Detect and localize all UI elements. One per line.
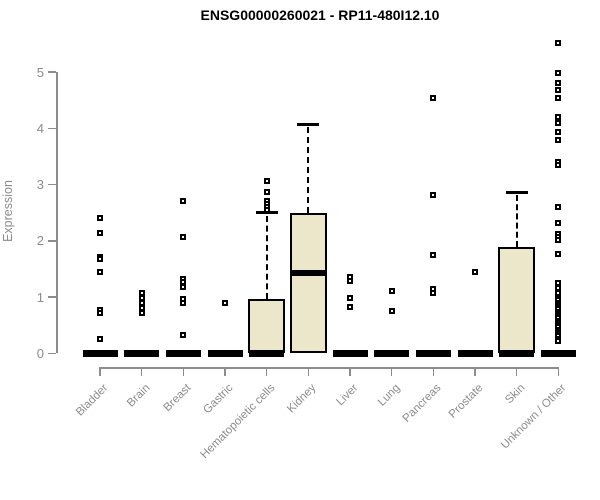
median-bar xyxy=(82,350,118,358)
x-axis-tick xyxy=(432,367,435,376)
x-axis-tick xyxy=(474,367,476,376)
outlier-point xyxy=(97,269,103,276)
x-axis-tick xyxy=(307,367,310,376)
x-axis-tick xyxy=(390,367,393,376)
x-axis-tick xyxy=(224,367,226,376)
outlier-point xyxy=(180,283,187,290)
outlier-point xyxy=(555,39,562,46)
outlier-point xyxy=(472,268,479,275)
outlier-point xyxy=(555,79,562,86)
median-bar xyxy=(374,350,410,358)
outlier-point xyxy=(138,295,145,302)
y-axis-tick-label: 0 xyxy=(36,345,44,361)
outlier-point xyxy=(555,289,562,296)
y-axis-tick xyxy=(48,183,56,186)
outlier-point xyxy=(263,188,270,195)
median-bar xyxy=(457,350,493,358)
box xyxy=(289,213,327,354)
y-axis-tick-label: 3 xyxy=(36,177,44,193)
outlier-point xyxy=(555,114,562,121)
median-bar xyxy=(415,350,451,358)
box xyxy=(248,299,286,354)
outlier-point xyxy=(555,137,562,144)
outlier-point xyxy=(97,336,103,343)
outlier-point xyxy=(555,280,562,286)
outlier-point xyxy=(97,229,103,236)
outlier-point xyxy=(97,256,103,263)
y-axis-tick xyxy=(48,240,56,242)
median-bar xyxy=(290,270,326,277)
outlier-point xyxy=(180,233,187,240)
median-bar xyxy=(499,350,535,358)
outlier-point xyxy=(430,289,437,296)
outlier-point xyxy=(138,310,145,317)
outlier-point xyxy=(180,299,187,306)
outlier-point xyxy=(347,277,354,284)
y-axis-tick-label: 2 xyxy=(36,233,44,249)
outlier-point xyxy=(555,128,562,135)
whisker-cap xyxy=(297,122,320,126)
outlier-point xyxy=(180,198,187,205)
outlier-point xyxy=(555,87,562,94)
median-bar xyxy=(249,350,285,358)
x-axis-tick xyxy=(182,367,185,376)
x-axis-tick xyxy=(99,367,101,376)
y-axis-tick xyxy=(48,352,56,355)
y-axis-tick xyxy=(48,296,56,298)
whisker-line xyxy=(307,127,310,214)
y-axis-line xyxy=(56,72,58,354)
y-axis-tick-label: 4 xyxy=(36,120,44,136)
outlier-point xyxy=(555,161,562,168)
outlier-point xyxy=(222,299,228,306)
outlier-point xyxy=(263,177,270,184)
x-axis-line xyxy=(99,367,560,369)
outlier-point xyxy=(555,69,562,76)
outlier-point xyxy=(430,192,437,199)
outlier-point xyxy=(555,338,562,345)
outlier-point xyxy=(555,204,562,211)
x-axis-tick xyxy=(265,367,268,376)
outlier-point xyxy=(555,250,562,257)
outlier-point xyxy=(555,219,562,226)
x-axis-tick xyxy=(349,367,351,376)
x-axis-tick xyxy=(515,367,518,376)
outlier-point xyxy=(388,288,395,295)
outlier-point xyxy=(430,252,437,259)
outlier-point xyxy=(555,236,562,243)
outlier-point xyxy=(555,119,562,126)
outlier-point xyxy=(97,215,103,222)
median-bar xyxy=(124,350,160,358)
outlier-point xyxy=(138,290,145,297)
outlier-point xyxy=(138,300,145,307)
whisker-line xyxy=(515,195,518,247)
outlier-point xyxy=(180,332,187,339)
outlier-point xyxy=(263,207,270,214)
outlier-point xyxy=(347,295,354,302)
y-axis-tick xyxy=(48,71,56,73)
whisker-cap xyxy=(505,190,528,194)
outlier-point xyxy=(347,304,354,311)
outlier-point xyxy=(555,94,562,101)
whisker-line xyxy=(265,215,268,300)
outlier-point xyxy=(388,307,395,314)
median-bar xyxy=(165,350,201,358)
median-bar xyxy=(332,350,368,358)
y-axis-tick xyxy=(48,127,56,130)
median-bar xyxy=(540,350,576,358)
y-axis-tick-label: 5 xyxy=(36,64,44,80)
y-axis-tick-label: 1 xyxy=(36,289,44,305)
chart-title: ENSG00000260021 - RP11-480I12.10 xyxy=(200,7,440,23)
outlier-point xyxy=(138,305,145,312)
x-axis-tick xyxy=(140,367,143,376)
outlier-point xyxy=(97,309,103,316)
box xyxy=(498,247,536,354)
outlier-point xyxy=(430,94,437,101)
median-bar xyxy=(207,350,243,358)
x-axis-tick xyxy=(557,367,560,376)
